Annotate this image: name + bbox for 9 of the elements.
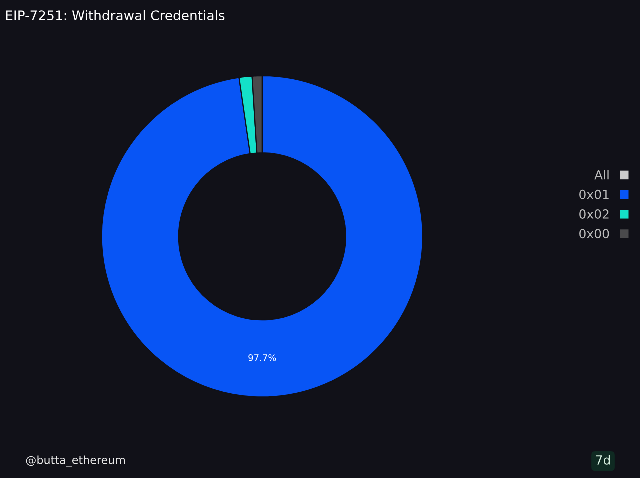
legend-label: 0x00 [580, 229, 610, 239]
legend-label: 0x01 [580, 190, 609, 200]
text: @butta_ethereum [26, 456, 126, 467]
chart-title: EIP-7251: Withdrawal Credentials [6, 10, 225, 21]
legend-label: 0x02 [580, 210, 609, 219]
data-label: 97.7% [248, 354, 276, 362]
text: 7d [596, 455, 610, 465]
donut-slice [101, 75, 424, 398]
legend-title: All [594, 170, 609, 180]
